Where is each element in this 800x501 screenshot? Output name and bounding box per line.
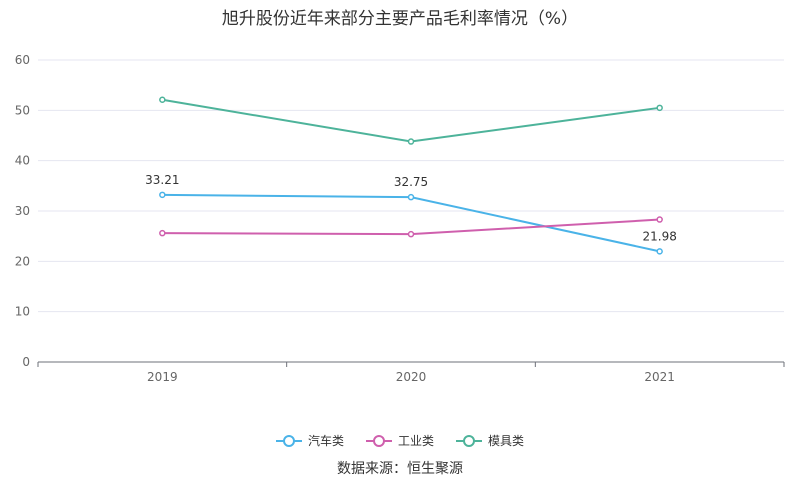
data-label: 32.75 [394,175,428,189]
y-tick-label: 40 [15,154,30,168]
data-point[interactable] [159,229,166,237]
legend-label: 汽车类 [307,434,344,448]
chart-title: 旭升股份近年来部分主要产品毛利率情况（%） [221,9,579,29]
y-tick-label: 10 [15,305,30,319]
y-tick-label: 20 [15,254,30,268]
data-point[interactable] [407,138,415,145]
data-point[interactable] [656,216,663,223]
legend-symbol-icon [365,434,392,447]
axis-layer: 0 10 20 30 40 50 60 2019 2020 2021 [15,53,785,384]
data-point[interactable] [407,230,415,238]
data-label: 21.98 [642,229,676,243]
y-tick-label: 50 [15,103,30,117]
legend-label: 模具类 [488,434,525,448]
legend-label: 工业类 [397,434,434,448]
series-line [162,98,660,143]
y-tick-label: 30 [15,204,30,218]
y-tick-label: 0 [22,355,30,369]
legend: 汽车类 工业类 模具类 [0,432,800,449]
source-note: 数据来源：恒生聚源 [337,461,463,477]
x-tick-label: 2020 [396,370,427,384]
data-point[interactable] [159,96,166,104]
data-point[interactable] [407,193,415,201]
x-tick-label: 2019 [147,370,178,384]
legend-symbol-icon [456,434,482,447]
data-point[interactable] [159,191,166,199]
legend-item[interactable]: 汽车类 [275,432,344,449]
data-point[interactable] [656,104,663,112]
data-label-layer: 33.21 32.75 21.98 [145,173,677,244]
data-point[interactable] [656,248,663,255]
data-label: 33.21 [145,173,179,187]
x-tick-label: 2021 [644,370,675,384]
legend-symbol-icon [275,434,302,447]
legend-item[interactable]: 工业类 [365,432,434,449]
y-tick-label: 60 [15,53,30,67]
series-layer [159,96,663,255]
legend-item[interactable]: 模具类 [456,432,524,449]
